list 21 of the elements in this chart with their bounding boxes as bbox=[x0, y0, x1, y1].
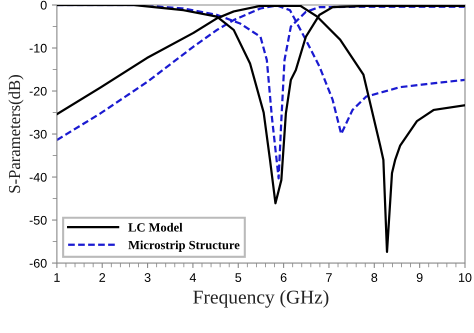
y-tick-label: -60 bbox=[30, 258, 47, 268]
y-tick-label: -10 bbox=[30, 44, 47, 53]
y-tick-label: 0 bbox=[40, 0, 47, 10]
x-axis-title: Frequency (GHz) bbox=[193, 290, 328, 308]
x-tick-label: 2 bbox=[99, 273, 106, 282]
x-tick-label: 5 bbox=[235, 273, 242, 282]
x-tick-label: 6 bbox=[280, 273, 287, 282]
y-axis-title: S-Parameters(dB) bbox=[8, 75, 24, 193]
y-tick-label: -20 bbox=[30, 86, 47, 96]
x-tick-label: 7 bbox=[326, 273, 332, 282]
y-tick-label: -40 bbox=[30, 172, 47, 182]
legend-label: Microstrip Structure bbox=[128, 240, 240, 252]
x-tick-label: 3 bbox=[144, 273, 150, 282]
x-tick-label: 1 bbox=[54, 273, 60, 282]
y-tick-label: -50 bbox=[30, 216, 47, 225]
x-tick-label: 4 bbox=[190, 273, 196, 282]
y-tick-label: -30 bbox=[30, 130, 47, 139]
x-tick-label: 8 bbox=[371, 273, 378, 282]
x-tick-label: 10 bbox=[458, 273, 472, 282]
x-tick-label: 9 bbox=[416, 273, 423, 282]
legend-label: LC Model bbox=[128, 222, 182, 232]
